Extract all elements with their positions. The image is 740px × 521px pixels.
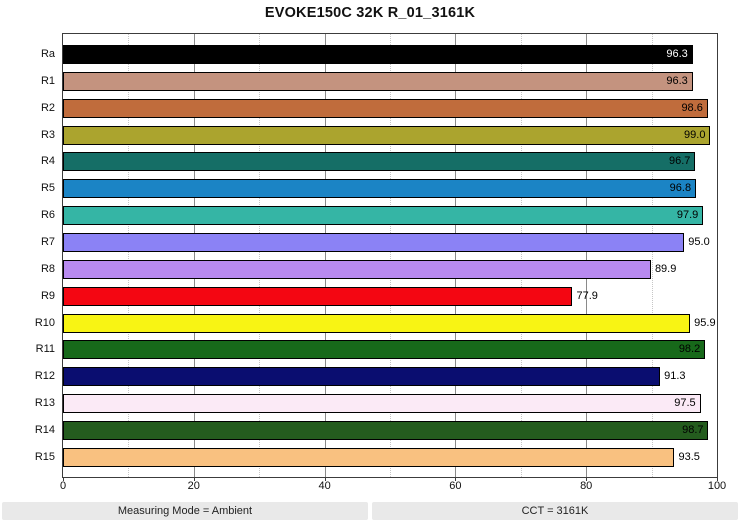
x-axis-tick-label: 0 xyxy=(59,480,67,492)
bar-label: R6 xyxy=(40,209,55,222)
measuring-mode-badge: Measuring Mode = Ambient xyxy=(2,502,368,520)
bar xyxy=(63,421,709,441)
bar-label: R10 xyxy=(34,316,55,329)
bar-value-label: 96.8 xyxy=(669,182,692,195)
bar-rows: Ra 96.3 R1 96.3 R2 98.6 R3 99.0 R4 96.7 R5 96.8 R6 97… xyxy=(35,34,717,477)
bar-label: R5 xyxy=(40,182,55,195)
x-axis-tick xyxy=(324,477,326,481)
bar-value-label: 98.6 xyxy=(681,101,703,114)
bar-label: R14 xyxy=(34,424,55,437)
bar-value-label: 95.9 xyxy=(694,316,716,329)
x-axis-tick xyxy=(586,477,588,481)
bar-row-r3: R3 99.0 xyxy=(41,125,717,145)
bar xyxy=(63,259,651,279)
bar-value-label: 97.5 xyxy=(674,397,696,410)
chart-title: EVOKE150C 32K R_01_3161K xyxy=(264,5,476,21)
bar-row-r15: R15 93.5 xyxy=(35,447,717,467)
bar-row-r11: R11 98.2 xyxy=(36,340,717,360)
bar-label: R4 xyxy=(40,155,55,168)
bar xyxy=(63,233,685,253)
bar-label: R2 xyxy=(40,101,55,114)
bar xyxy=(63,179,697,199)
bar xyxy=(63,313,691,333)
major-gridline xyxy=(193,34,195,477)
bar-row-r6: R6 97.9 xyxy=(41,206,717,226)
bar xyxy=(63,447,675,467)
minor-gridline xyxy=(128,34,130,477)
bar-label: R15 xyxy=(34,450,55,463)
bar-value-label: 91.3 xyxy=(664,370,686,383)
bar-label: R9 xyxy=(40,289,55,302)
bar-label: R3 xyxy=(40,128,55,141)
bar-label: R13 xyxy=(34,397,55,410)
bar-row-r9: R9 77.9 xyxy=(41,286,717,306)
major-gridline xyxy=(324,34,326,477)
bar-value-label: 98.7 xyxy=(682,424,704,437)
bar-label: R1 xyxy=(40,74,55,87)
x-axis-tick-label: 80 xyxy=(580,480,593,492)
x-axis-tick xyxy=(455,477,457,481)
major-gridline xyxy=(586,34,588,477)
x-axis-tick-label: 20 xyxy=(187,480,200,492)
bar xyxy=(63,340,706,360)
bar-row-r7: R7 95.0 xyxy=(41,233,717,253)
x-axis-tick-label: 40 xyxy=(318,480,331,492)
bar xyxy=(63,98,708,118)
bar-row-r14: R14 98.7 xyxy=(35,421,717,441)
bar xyxy=(63,394,701,414)
bar xyxy=(63,45,693,64)
bar xyxy=(63,125,711,145)
bar xyxy=(63,286,573,306)
bar-value-label: 99.0 xyxy=(684,128,706,141)
bar-value-label: 77.9 xyxy=(576,289,598,302)
x-axis-tick xyxy=(717,477,718,481)
x-axis-tick xyxy=(193,477,195,481)
bar-value-label: 89.9 xyxy=(654,262,677,275)
bar-row-r5: R5 96.8 xyxy=(41,179,717,199)
bar-row-r4: R4 96.7 xyxy=(41,152,717,172)
x-axis-tick-label: 60 xyxy=(449,480,462,492)
bar-row-r10: R10 95.9 xyxy=(35,313,717,333)
bar-value-label: 98.2 xyxy=(678,343,701,356)
bar-row-r12: R12 91.3 xyxy=(35,367,717,387)
bar xyxy=(63,206,704,226)
plot-area: Ra 96.3 R1 96.3 R2 98.6 R3 99.0 R4 96.7 R5 96.8 R6 97… xyxy=(35,33,726,492)
bar-value-label: 93.5 xyxy=(678,450,700,463)
bar-value-label: 96.7 xyxy=(669,155,691,168)
bar-row-r2: R2 98.6 xyxy=(41,98,717,118)
bar-label: Ra xyxy=(40,48,55,60)
bar-value-label: 96.3 xyxy=(666,48,688,60)
bar-row-r1: R1 96.3 xyxy=(41,71,717,91)
bar-row-ra: Ra 96.3 xyxy=(41,45,717,64)
minor-gridline xyxy=(520,34,522,477)
bar-value-label: 96.3 xyxy=(666,74,688,87)
bar-label: R7 xyxy=(40,236,55,249)
major-gridline xyxy=(455,34,457,477)
bar-row-r13: R13 97.5 xyxy=(35,394,717,414)
bar-label: R11 xyxy=(35,343,55,356)
bar-label: R8 xyxy=(40,262,55,275)
minor-gridline xyxy=(651,34,653,477)
x-axis-tick-label: 100 xyxy=(707,480,727,492)
bar-row-r8: R8 89.9 xyxy=(41,259,717,279)
bar xyxy=(63,367,661,387)
minor-gridline xyxy=(390,34,391,477)
bar-value-label: 97.9 xyxy=(676,209,699,222)
bar xyxy=(63,71,693,91)
cct-badge: CCT = 3161K xyxy=(372,502,738,520)
bar-value-label: 95.0 xyxy=(688,236,710,249)
bar-label: R12 xyxy=(34,370,55,383)
x-axis-tick xyxy=(63,477,64,481)
minor-gridline xyxy=(259,34,261,477)
bar xyxy=(63,152,696,172)
